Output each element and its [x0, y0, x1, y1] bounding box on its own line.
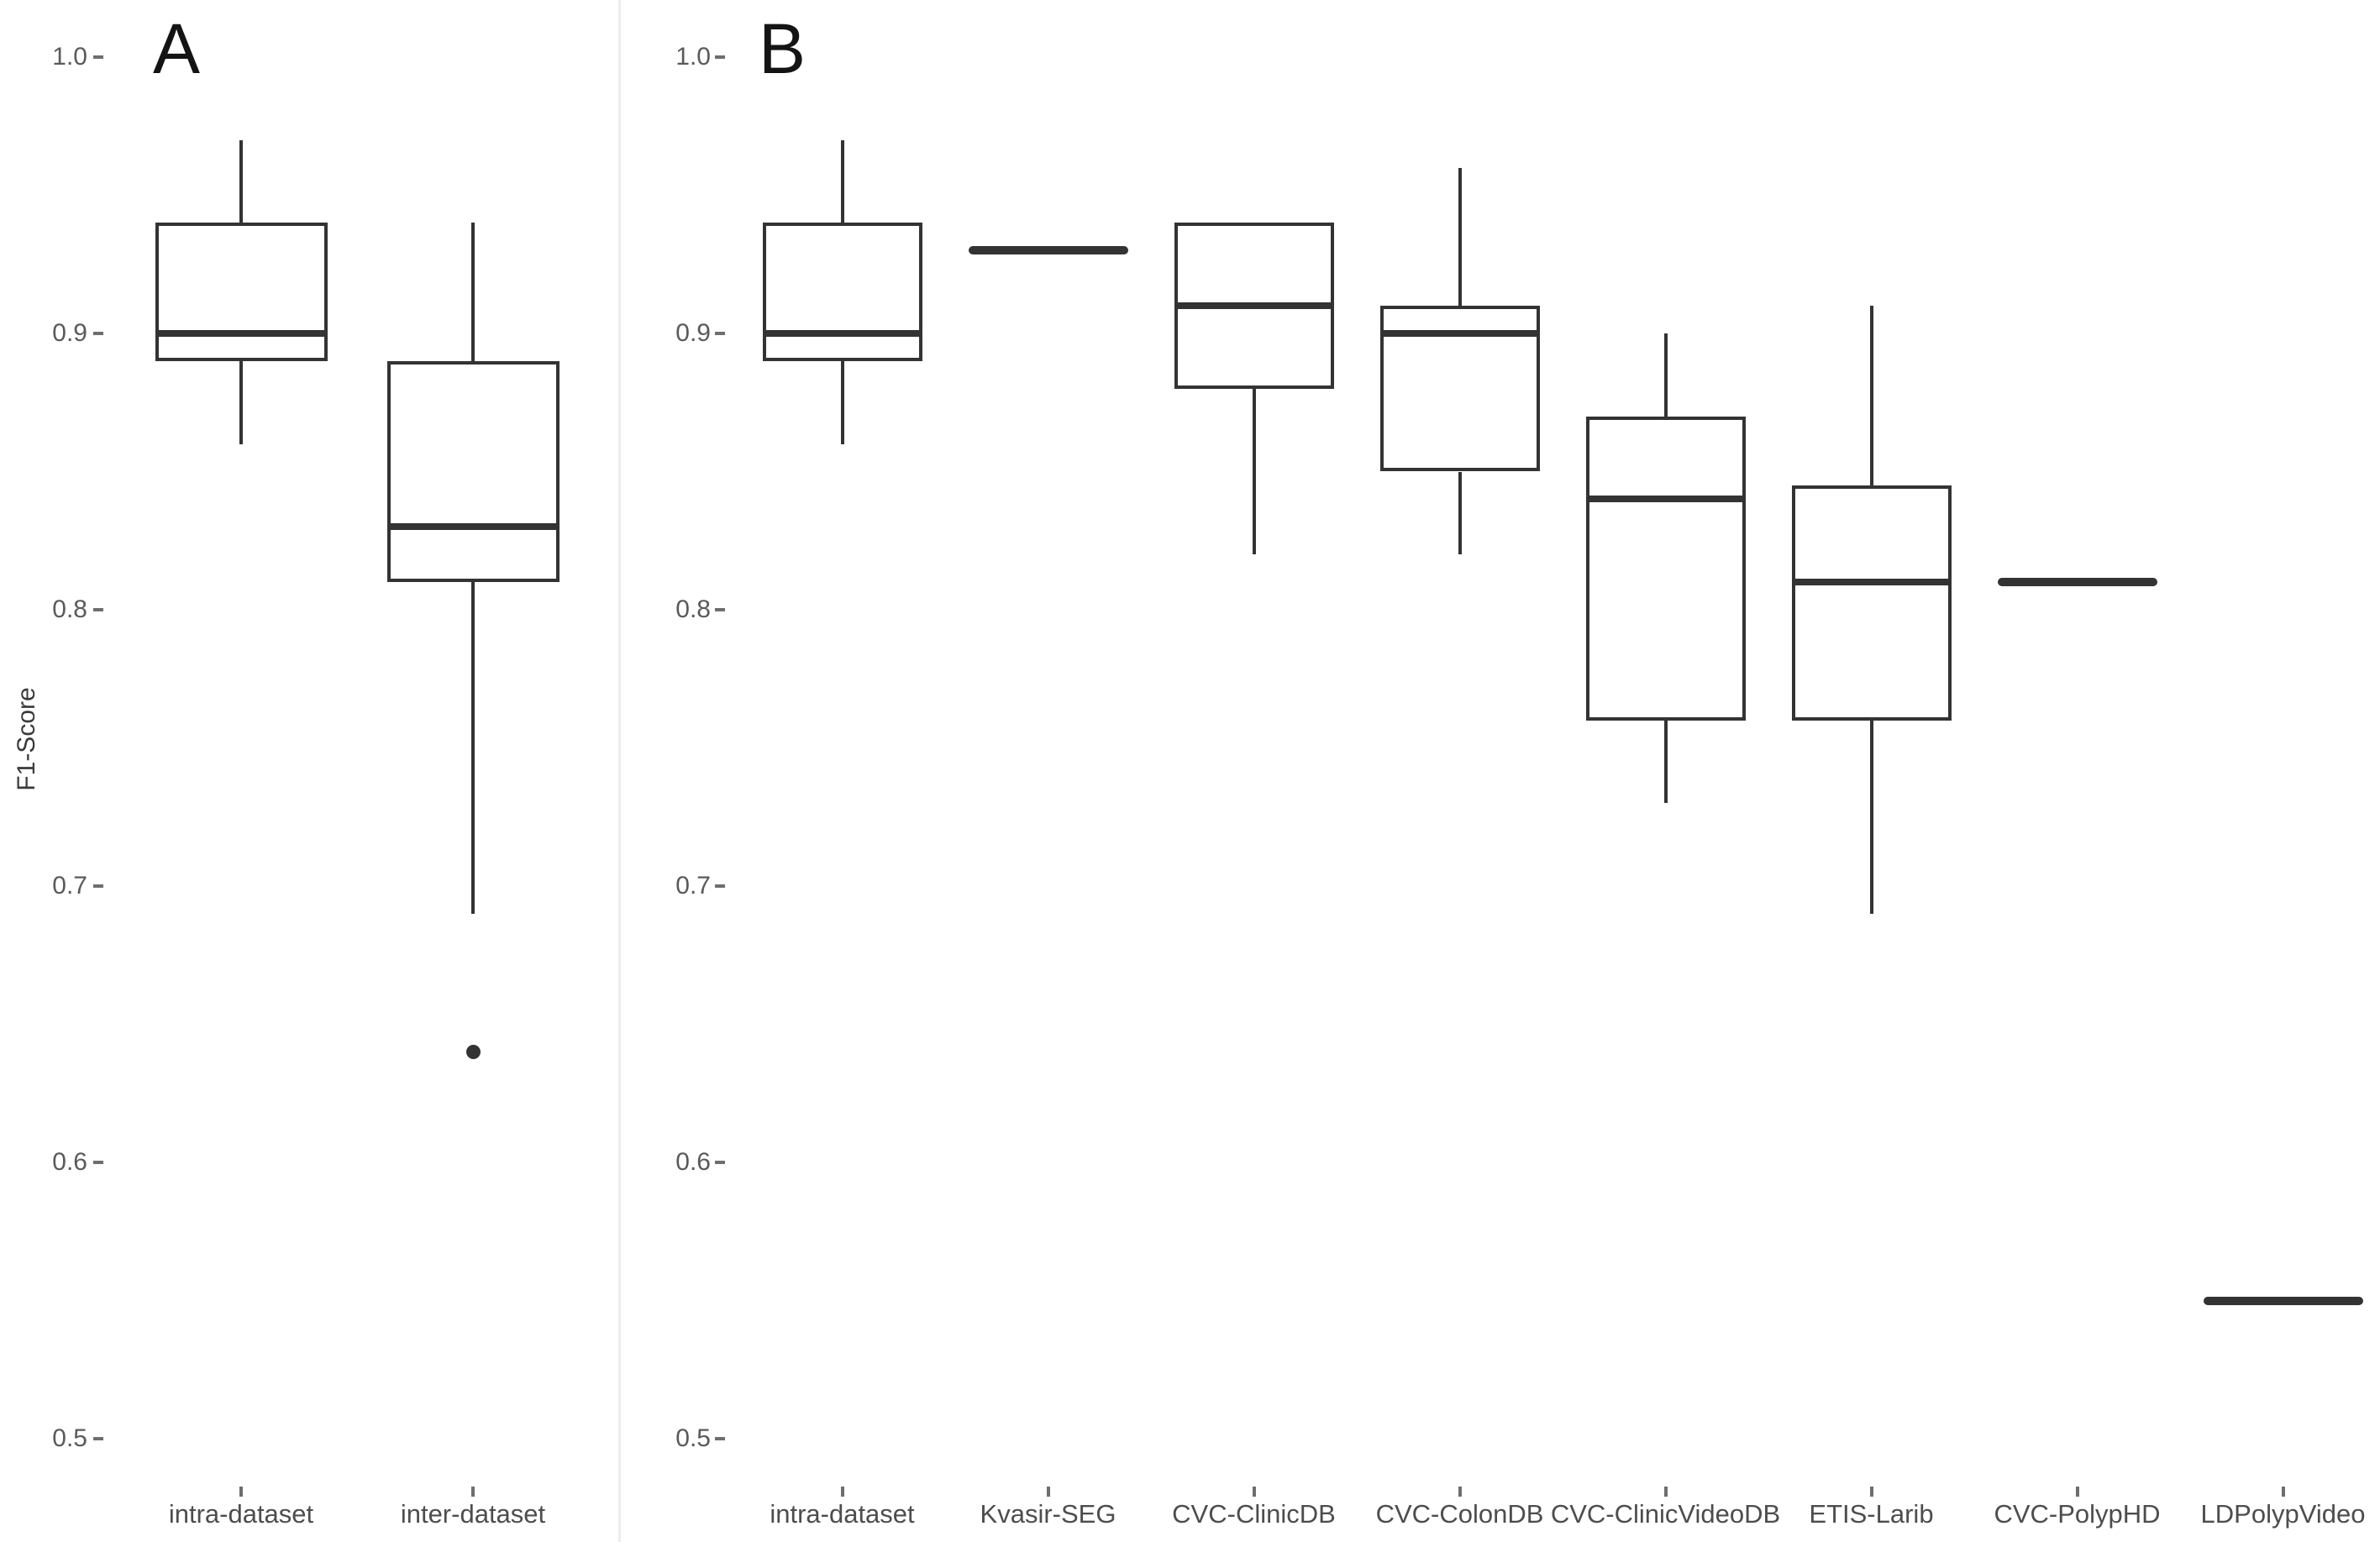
y-tick-label: 1.0: [52, 43, 87, 71]
median-line: [1174, 302, 1334, 310]
y-tick-label: 0.7: [675, 872, 711, 900]
y-tick-mark: [715, 55, 725, 59]
x-tick-mark: [1869, 1487, 1873, 1497]
y-tick-mark: [715, 1437, 725, 1440]
y-tick-mark: [93, 332, 103, 335]
y-tick-label: 0.6: [675, 1148, 711, 1176]
box: [386, 360, 560, 583]
x-tick-mark: [1252, 1487, 1256, 1497]
median-line: [1585, 496, 1746, 503]
upper-whisker: [1663, 333, 1668, 417]
y-tick-label: 0.8: [52, 595, 87, 623]
single-value-line: [1997, 578, 2157, 587]
lower-whisker: [1663, 720, 1668, 804]
x-tick-mark: [2075, 1487, 2079, 1497]
box: [1585, 416, 1746, 721]
y-tick-mark: [93, 1161, 103, 1164]
lower-whisker: [1252, 388, 1256, 555]
x-tick-mark: [840, 1487, 844, 1497]
panel-separator: [618, 0, 621, 1542]
y-tick-label: 0.7: [52, 872, 87, 900]
upper-whisker: [471, 223, 475, 361]
category-label: CVC-PolypHD: [1994, 1499, 2161, 1529]
y-tick-mark: [715, 608, 725, 611]
y-tick-label: 0.5: [52, 1424, 87, 1452]
category-label: intra-dataset: [770, 1499, 915, 1529]
y-tick-label: 0.8: [675, 595, 711, 623]
y-tick-mark: [715, 884, 725, 888]
category-label: CVC-ClinicDB: [1172, 1499, 1336, 1529]
box: [155, 223, 328, 361]
category-label: intra-dataset: [168, 1499, 314, 1529]
single-value-line: [968, 246, 1128, 255]
category-label: ETIS-Larib: [1809, 1499, 1934, 1529]
upper-whisker: [840, 139, 844, 223]
lower-whisker: [239, 360, 243, 444]
box: [1791, 485, 1952, 721]
upper-whisker: [1458, 167, 1462, 307]
y-tick-mark: [93, 884, 103, 888]
lower-whisker: [471, 582, 475, 914]
category-label: LDPolypVideo: [2200, 1499, 2366, 1529]
category-label: inter-dataset: [400, 1499, 546, 1529]
lower-whisker: [1458, 471, 1462, 555]
median-line: [386, 523, 560, 531]
x-tick-mark: [239, 1487, 243, 1497]
outlier-dot: [466, 1045, 481, 1060]
median-line: [155, 330, 328, 337]
x-tick-mark: [1663, 1487, 1668, 1497]
y-tick-label: 0.6: [52, 1148, 87, 1176]
x-tick-mark: [1046, 1487, 1050, 1497]
median-line: [1379, 330, 1540, 337]
y-tick-label: 1.0: [675, 43, 711, 71]
y-tick-mark: [93, 608, 103, 611]
y-axis-title: F1-Score: [13, 687, 40, 791]
y-tick-mark: [715, 1161, 725, 1164]
category-label: CVC-ClinicVideoDB: [1550, 1499, 1781, 1529]
panel-b-title: B: [759, 9, 806, 88]
y-tick-mark: [93, 55, 103, 59]
y-tick-mark: [93, 1437, 103, 1440]
y-tick-mark: [715, 332, 725, 335]
category-label: Kvasir-SEG: [980, 1499, 1116, 1529]
lower-whisker: [1869, 720, 1873, 914]
x-tick-mark: [2281, 1487, 2285, 1497]
y-tick-label: 0.5: [675, 1424, 711, 1452]
median-line: [1791, 579, 1952, 586]
y-tick-label: 0.9: [52, 319, 87, 347]
x-tick-mark: [1458, 1487, 1462, 1497]
upper-whisker: [1869, 306, 1873, 485]
lower-whisker: [840, 360, 844, 444]
box: [762, 223, 922, 361]
single-value-line: [2203, 1296, 2363, 1305]
upper-whisker: [239, 139, 243, 223]
panel-a-title: A: [153, 9, 201, 88]
category-label: CVC-ColonDB: [1375, 1499, 1544, 1529]
x-tick-mark: [471, 1487, 475, 1497]
y-tick-label: 0.9: [675, 319, 711, 347]
median-line: [762, 330, 922, 337]
